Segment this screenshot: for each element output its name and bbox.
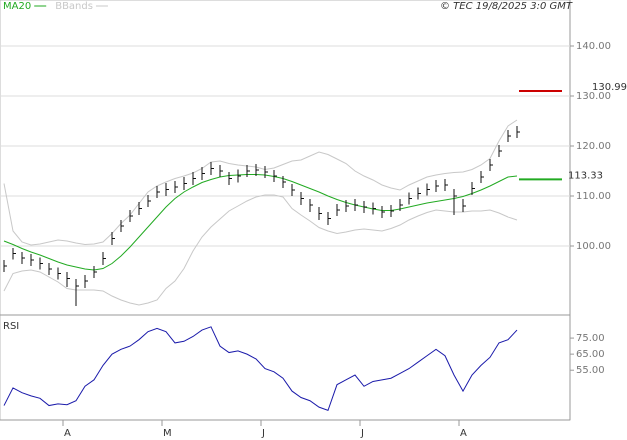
level-label: 130.99 [592,82,627,93]
bband-upper [3,119,518,246]
y-tick-label: 110.00 [576,191,611,202]
y-tick-label: 75.00 [576,333,605,344]
y-tick-label: 65.00 [576,349,605,360]
legend-entry: BBands [55,1,93,12]
x-tick-label: J [261,428,265,439]
y-tick-label: 100.00 [576,241,611,252]
level-label: 113.33 [568,170,603,181]
plot-frame [0,0,571,421]
y-tick-label: 55.00 [576,365,605,376]
x-tick-label: A [64,428,71,439]
bband-lower [3,194,518,306]
x-tick-label: M [163,428,172,439]
rsi-line [3,326,518,412]
x-tick-label: J [360,428,364,439]
y-tick-label: 130.00 [576,91,611,102]
legend-entry: MA20 [3,1,31,12]
y-tick-label: 120.00 [576,141,611,152]
y-tick-label: 140.00 [576,41,611,52]
source: © TEC 19/8/2025 3:0 GMT [440,1,573,12]
panel-title: RSI [3,321,19,332]
x-tick-label: A [460,428,467,439]
ma-line [3,174,518,271]
